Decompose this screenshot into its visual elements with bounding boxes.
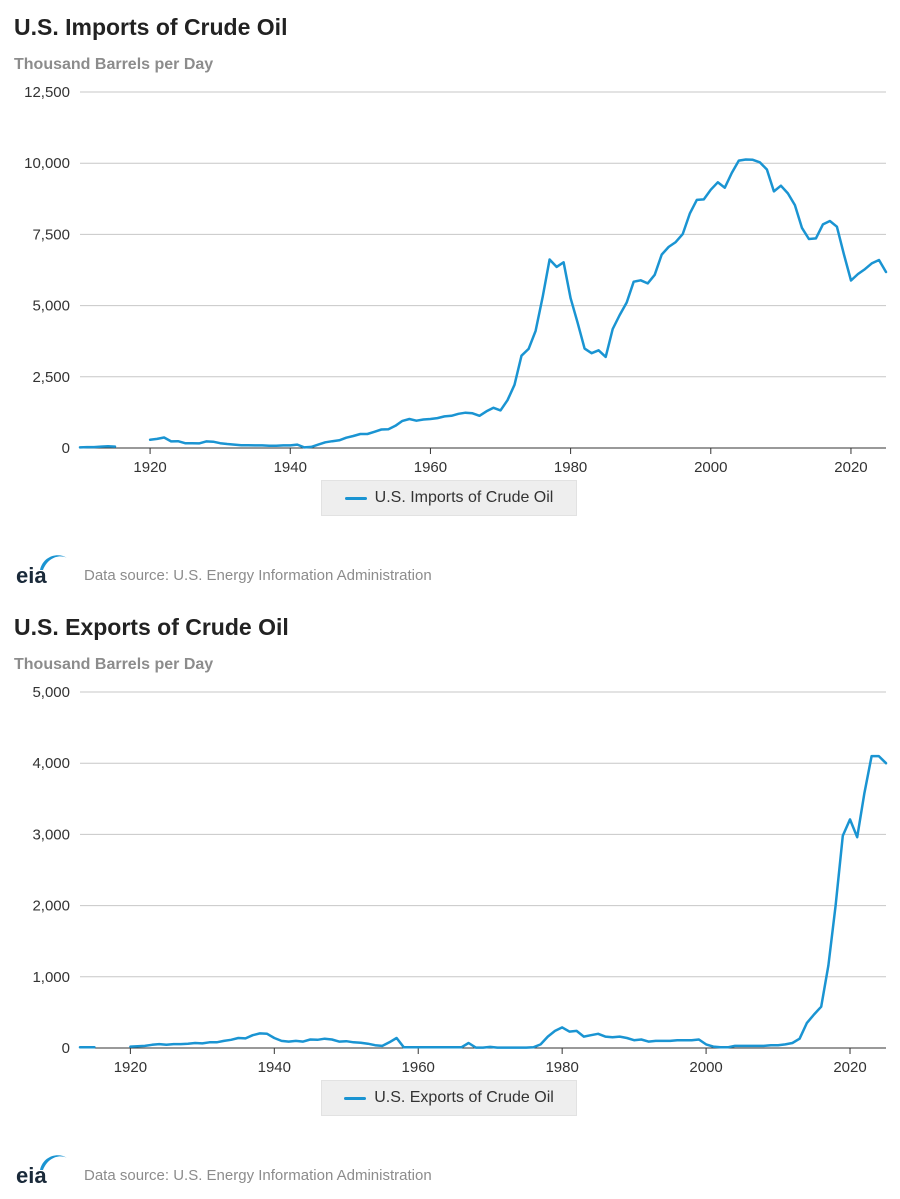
source-text: Data source: U.S. Energy Information Adm…: [84, 1167, 432, 1184]
x-tick-label: 2000: [689, 1059, 722, 1076]
imports-plot: 0 2,500 5,000 7,500 10,000 12,500 1920 1940 1960…: [24, 84, 888, 476]
y-tick-label: 5,000: [32, 684, 70, 701]
x-tick-label: 1940: [258, 1059, 291, 1076]
chart-subtitle: Thousand Barrels per Day: [14, 56, 214, 73]
chart-title: U.S. Exports of Crude Oil: [14, 614, 289, 640]
eia-logo-swoosh: [40, 555, 67, 570]
chart-title: U.S. Imports of Crude Oil: [14, 14, 288, 40]
source-text: Data source: U.S. Energy Information Adm…: [84, 567, 432, 584]
data-source: eia Data source: U.S. Energy Information…: [16, 546, 432, 586]
y-tick-label: 12,500: [24, 84, 70, 101]
series-line: [129, 754, 888, 1049]
legend-swatch: [344, 496, 367, 500]
y-tick-label: 5,000: [32, 298, 70, 315]
x-tick-label: 1980: [545, 1059, 578, 1076]
x-tick-label: 2020: [834, 459, 867, 476]
exports-chart-panel: U.S. Exports of Crude Oil Thousand Barre…: [0, 600, 900, 1198]
eia-logo-swoosh: [40, 1155, 67, 1170]
x-tick-label: 2000: [694, 459, 727, 476]
y-tick-label: 2,000: [32, 898, 70, 915]
legend[interactable]: U.S. Exports of Crude Oil: [321, 1080, 577, 1116]
data-source: eia Data source: U.S. Energy Information…: [16, 1146, 432, 1186]
legend-label: U.S. Exports of Crude Oil: [374, 1089, 554, 1106]
series-line: [148, 158, 888, 449]
eia-logo-text: eia: [16, 1163, 47, 1186]
y-tick-label: 2,500: [32, 369, 70, 386]
x-tick-label: 2020: [833, 1059, 866, 1076]
y-tick-label: 1,000: [32, 969, 70, 986]
y-tick-label: 3,000: [32, 826, 70, 843]
x-tick-label: 1920: [133, 459, 166, 476]
x-tick-label: 1980: [554, 459, 587, 476]
series-line: [78, 445, 117, 449]
legend[interactable]: U.S. Imports of Crude Oil: [321, 480, 577, 516]
x-tick-label: 1960: [414, 459, 447, 476]
eia-logo-text: eia: [16, 563, 47, 586]
x-tick-label: 1960: [402, 1059, 435, 1076]
legend-swatch: [344, 1096, 367, 1100]
eia-logo-icon: eia: [16, 555, 67, 586]
exports-plot: 0 1,000 2,000 3,000 4,000 5,000 1920 1940 1960 19…: [32, 684, 888, 1076]
y-tick-label: 10,000: [24, 155, 70, 172]
eia-logo-icon: eia: [16, 1155, 67, 1186]
y-tick-label: 0: [62, 440, 70, 457]
legend-label: U.S. Imports of Crude Oil: [374, 489, 554, 506]
y-tick-label: 4,000: [32, 755, 70, 772]
x-tick-label: 1940: [274, 459, 307, 476]
imports-chart-panel: U.S. Imports of Crude Oil Thousand Barre…: [0, 0, 900, 598]
y-tick-label: 0: [62, 1040, 70, 1057]
chart-subtitle: Thousand Barrels per Day: [14, 656, 214, 673]
y-tick-label: 7,500: [32, 226, 70, 243]
x-tick-label: 1920: [114, 1059, 147, 1076]
